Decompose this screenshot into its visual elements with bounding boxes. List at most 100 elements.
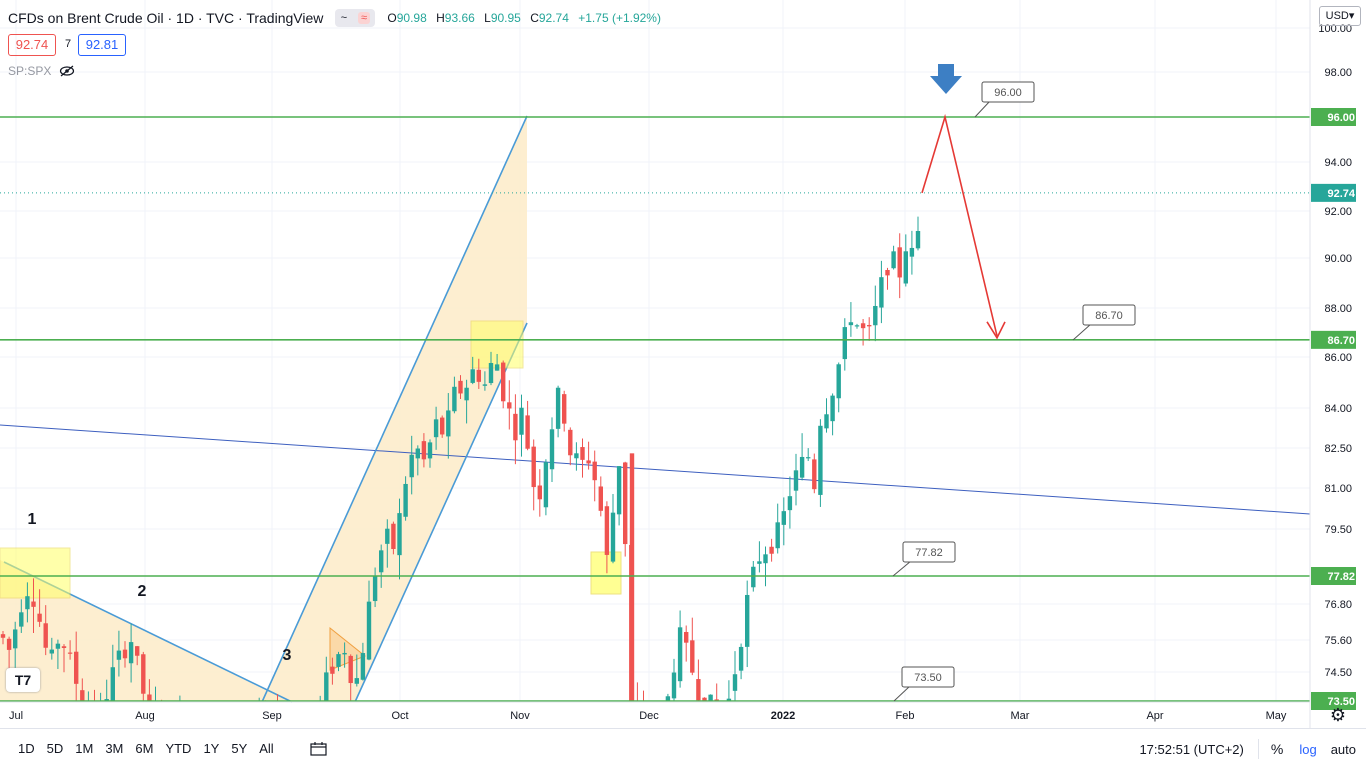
calendar-range-icon[interactable]	[310, 741, 328, 757]
timeframe-1y[interactable]: 1Y	[203, 741, 220, 756]
clock-timezone[interactable]: 17:52:51 (UTC+2)	[1139, 741, 1244, 757]
candle-body	[128, 642, 134, 664]
sell-price-button[interactable]: 92.74	[8, 34, 56, 56]
candle-body	[787, 496, 793, 511]
price-tick-label: 90.00	[1324, 253, 1352, 265]
price-tick-label: 94.00	[1324, 157, 1352, 169]
log-scale-toggle[interactable]: log	[1299, 741, 1317, 757]
candle-body	[55, 643, 61, 649]
candle-body	[324, 672, 329, 702]
chart-header: CFDs on Brent Crude Oil · 1D · TVC · Tra…	[8, 8, 661, 28]
time-tick-label: Dec	[639, 710, 659, 722]
candle-body	[494, 364, 500, 371]
candle-body	[623, 462, 628, 545]
candle-body	[385, 528, 390, 544]
down-arrow-icon	[930, 64, 962, 94]
candle-body	[135, 646, 140, 656]
candle-body	[80, 690, 85, 702]
market-status-badge[interactable]: ~ ≈	[335, 9, 376, 27]
approx-icon: ≈	[357, 12, 370, 24]
candle-body	[793, 470, 799, 491]
time-tick-label: Sep	[262, 710, 282, 722]
percent-scale-toggle[interactable]: %	[1270, 741, 1284, 757]
compare-symbol-label: SP:SPX	[8, 64, 52, 78]
candle-body	[336, 654, 341, 667]
candle-body	[830, 395, 835, 422]
timeframe-5y[interactable]: 5Y	[231, 741, 248, 756]
candle-body	[147, 694, 152, 702]
candle-body	[452, 386, 457, 412]
candle-body	[470, 369, 475, 383]
candle-body	[379, 550, 384, 573]
level-price-tag	[1311, 692, 1356, 710]
wave-label-2: 2	[138, 583, 147, 600]
auto-scale-toggle[interactable]: auto	[1330, 741, 1356, 757]
last-price-tag	[1311, 183, 1356, 202]
candle-body	[915, 230, 921, 249]
candle-body	[397, 513, 402, 556]
highlight-box	[590, 551, 622, 595]
price-tick-label: 82.50	[1324, 443, 1352, 455]
time-tick-label: May	[1266, 710, 1287, 722]
tradingview-logo[interactable]: T7	[6, 668, 40, 692]
candle-body	[751, 566, 756, 588]
callout-label: 96.00	[994, 87, 1022, 99]
price-tick-label: 88.00	[1324, 303, 1352, 315]
currency-selector[interactable]: USD▾	[1319, 6, 1361, 26]
candle-body	[61, 646, 67, 648]
timeframe-ytd[interactable]: YTD	[165, 741, 192, 756]
timeframe-1d[interactable]: 1D	[18, 741, 35, 756]
candle-body	[403, 483, 408, 517]
candle-body	[122, 649, 128, 659]
candle-body	[592, 461, 597, 481]
time-tick-label: Apr	[1146, 710, 1163, 722]
timeframe-all[interactable]: All	[259, 741, 274, 756]
time-tick-label: Mar	[1011, 710, 1030, 722]
gear-icon[interactable]: ⚙	[1329, 705, 1347, 725]
eye-off-icon[interactable]	[59, 65, 75, 77]
candle-body	[598, 486, 603, 511]
candle-body	[580, 447, 585, 460]
chart-title: CFDs on Brent Crude Oil · 1D · TVC · Tra…	[8, 10, 324, 26]
candle-body	[6, 638, 12, 650]
callout-label: 77.82	[915, 547, 943, 559]
timeframe-5d[interactable]: 5D	[46, 741, 64, 756]
time-tick-label: Jul	[9, 710, 23, 722]
candle-body	[476, 369, 481, 382]
candle-body	[708, 694, 713, 702]
level-price-tag-label: 96.00	[1327, 112, 1355, 124]
candle-body	[690, 640, 695, 673]
level-price-tag	[1311, 567, 1356, 585]
candle-body	[568, 429, 573, 456]
timeframe-3m[interactable]: 3M	[105, 741, 124, 756]
compare-symbol-row: SP:SPX	[8, 64, 75, 78]
candle-body	[531, 446, 536, 488]
candle-body	[549, 429, 555, 470]
candle-body	[610, 512, 616, 562]
close-label: C	[530, 11, 539, 25]
candle-body	[854, 325, 860, 327]
buy-price-button[interactable]: 92.81	[78, 34, 126, 56]
candle-body	[867, 325, 872, 327]
time-tick-label: 2022	[771, 710, 795, 722]
candle-body	[836, 364, 841, 399]
callout-pointer	[892, 560, 912, 577]
callout-box	[981, 81, 1035, 103]
candle-body	[769, 546, 774, 554]
candle-body	[543, 462, 549, 508]
horizontal-trendline	[0, 424, 1311, 515]
price-chart[interactable]: 96.00 86.70 77.82 73.50 1 2 3 100.00 98.00 94.00 9…	[0, 0, 1366, 728]
timeframe-1m[interactable]: 1M	[75, 741, 94, 756]
candle-body	[342, 652, 347, 655]
level-price-tag-label: 77.82	[1327, 571, 1355, 583]
open-value: 90.98	[396, 11, 427, 25]
candle-body	[574, 453, 579, 459]
candle-body	[629, 453, 635, 702]
timeframe-6m[interactable]: 6M	[135, 741, 154, 756]
candle-body	[330, 666, 335, 674]
last-price-tag-label: 92.74	[1327, 188, 1355, 200]
callout-pointer	[1072, 323, 1092, 341]
callout-pointer	[893, 685, 911, 702]
candle-body	[860, 323, 866, 329]
callout-box	[1082, 304, 1136, 326]
